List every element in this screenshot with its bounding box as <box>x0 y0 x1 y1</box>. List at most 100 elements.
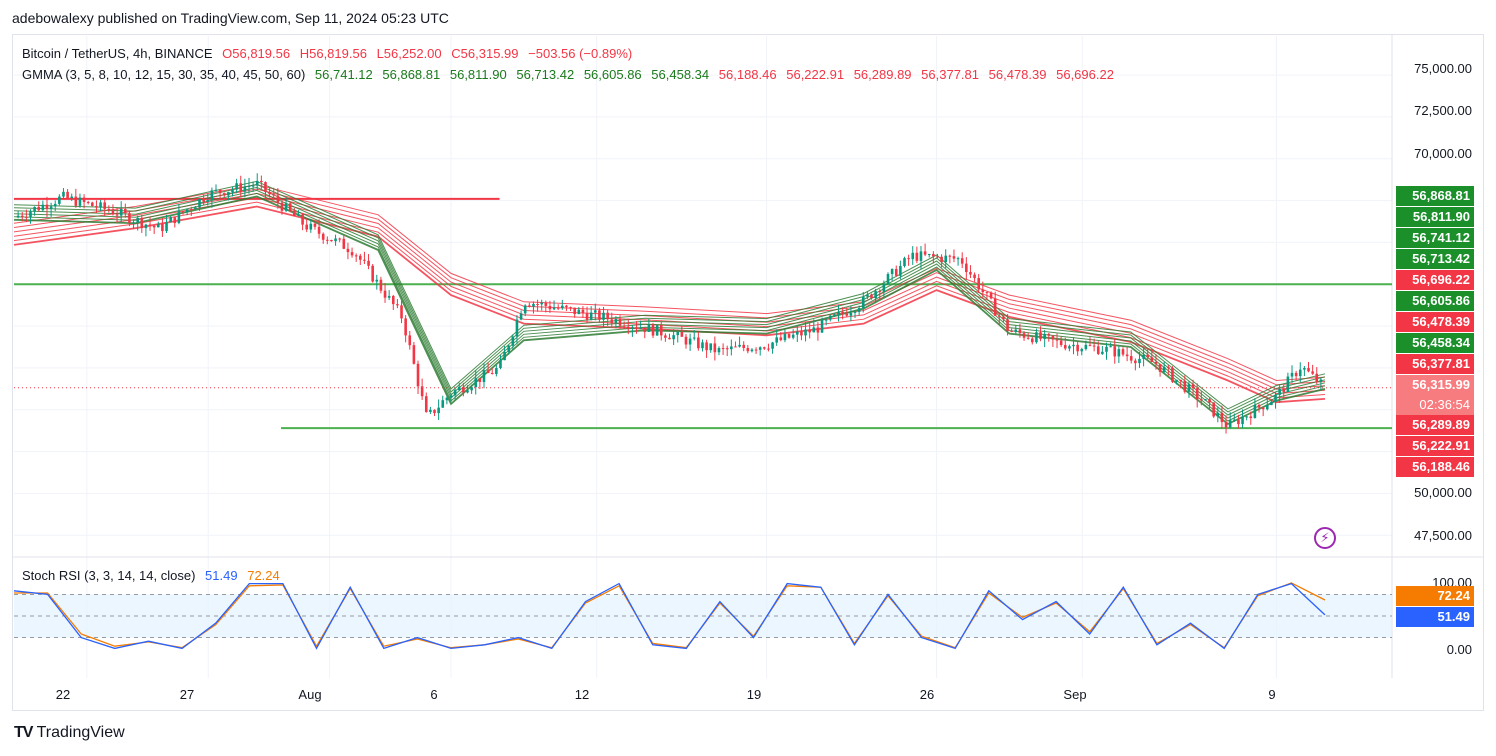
stoch-legend[interactable]: Stoch RSI (3, 3, 14, 14, close) 51.49 72… <box>22 568 286 583</box>
candle-body <box>738 344 741 347</box>
candle-body <box>960 258 964 264</box>
candle-body <box>284 203 288 211</box>
candle-body <box>886 274 890 284</box>
gmma-long-line <box>13 205 1326 404</box>
candle-body <box>470 387 473 391</box>
candle-body <box>309 223 313 230</box>
candle-body <box>1191 384 1195 389</box>
candle-body <box>581 309 585 314</box>
candle-body <box>767 348 770 350</box>
candle-body <box>288 203 292 211</box>
x-tick: Aug <box>298 687 322 702</box>
candle-body <box>647 324 651 332</box>
gmma-long-value: 56,188.46 <box>718 67 777 82</box>
candle-body <box>177 211 181 224</box>
candle-body <box>342 238 346 249</box>
candle-body <box>565 305 568 308</box>
x-tick: 19 <box>746 687 762 702</box>
candle-body <box>66 191 69 199</box>
candle-body <box>730 346 733 350</box>
y-tick: 50,000.00 <box>1414 485 1472 500</box>
candle-body <box>1006 319 1009 331</box>
candle-body <box>680 332 684 337</box>
gmma-long-value: 56,289.89 <box>853 67 912 82</box>
candle-body <box>969 272 972 275</box>
candle-body <box>400 305 403 319</box>
ohlc-close: C56,315.99 <box>451 46 519 61</box>
candle-body <box>725 348 729 350</box>
gmma-long-value: 56,377.81 <box>921 67 980 82</box>
candle-body <box>1121 349 1125 355</box>
candle-body <box>441 400 445 408</box>
candle-body <box>622 325 626 327</box>
candle-body <box>977 278 980 290</box>
candle-body <box>668 337 671 340</box>
candle-body <box>519 313 523 320</box>
candle-body <box>495 368 498 374</box>
candle-body <box>1249 416 1253 419</box>
symbol-legend[interactable]: Bitcoin / TetherUS, 4h, BINANCE O56,819.… <box>22 46 638 61</box>
candle-body <box>800 331 803 336</box>
gmma-short-value: 56,741.12 <box>314 67 373 82</box>
candle-body <box>367 260 370 266</box>
candle-body <box>268 192 271 195</box>
y-tick: 70,000.00 <box>1414 146 1472 161</box>
candle-body <box>684 336 688 345</box>
candle-body <box>20 215 24 217</box>
candle-body <box>1080 349 1084 352</box>
candle-body <box>293 210 296 216</box>
candle-body <box>783 334 787 341</box>
candle-body <box>124 208 127 214</box>
candle-body <box>878 291 882 293</box>
candle-body <box>132 222 135 224</box>
gmma-long-line <box>13 192 1326 390</box>
candle-body <box>222 193 226 196</box>
candle-body <box>894 269 898 276</box>
candle-body <box>235 183 238 190</box>
candle-body <box>573 307 576 315</box>
gmma-short-value: 56,868.81 <box>382 67 441 82</box>
candle-body <box>561 305 564 309</box>
tradingview-logo[interactable]: TV TradingView <box>14 724 125 742</box>
candle-body <box>1307 368 1310 372</box>
price-tag: 56,289.89 <box>1396 415 1474 435</box>
gmma-legend[interactable]: GMMA (3, 5, 8, 10, 12, 15, 30, 35, 40, 4… <box>22 67 1120 82</box>
candle-body <box>276 195 280 203</box>
candle-body <box>45 204 49 209</box>
candle-body <box>429 409 432 412</box>
candle-body <box>635 327 638 329</box>
candle-body <box>540 302 543 305</box>
candle-body <box>99 202 102 208</box>
price-tag: 56,188.46 <box>1396 457 1474 477</box>
logo-text: TradingView <box>36 724 125 741</box>
symbol-title: Bitcoin / TetherUS, 4h, BINANCE <box>22 46 213 61</box>
candle-body <box>577 309 581 315</box>
candle-body <box>119 208 123 216</box>
candle-body <box>198 198 201 208</box>
candle-body <box>1158 364 1162 372</box>
candle-body <box>1138 358 1141 364</box>
lightning-icon[interactable]: ⚡ <box>1314 527 1336 549</box>
candle-body <box>408 335 412 346</box>
gmma-long-value: 56,222.91 <box>786 67 845 82</box>
candle-body <box>1282 388 1286 392</box>
candle-body <box>989 292 993 299</box>
y-tick: 47,500.00 <box>1414 528 1472 543</box>
candle-body <box>709 343 713 351</box>
candle-body <box>1113 346 1117 357</box>
candle-body <box>165 222 168 232</box>
candle-body <box>742 344 746 349</box>
candle-body <box>173 217 177 224</box>
candle-body <box>272 194 276 196</box>
candle-body <box>136 217 139 223</box>
x-tick: 6 <box>430 687 438 702</box>
price-tag: 56,605.86 <box>1396 291 1474 311</box>
candle-body <box>478 378 482 383</box>
candle-body <box>746 348 750 352</box>
candle-body <box>391 296 395 305</box>
chart-frame <box>12 34 1484 711</box>
candle-body <box>1171 368 1174 382</box>
candle-body <box>486 370 490 374</box>
candle-body <box>606 312 609 320</box>
